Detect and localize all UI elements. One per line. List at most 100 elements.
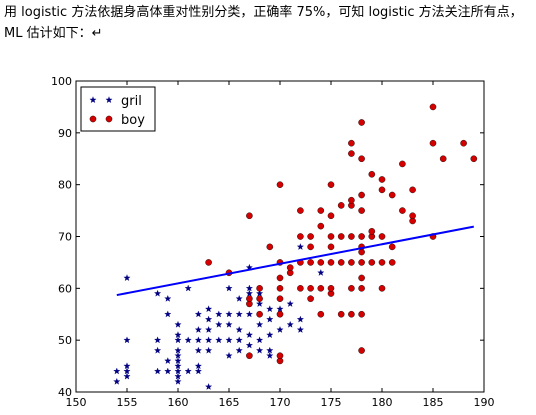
gril-point bbox=[276, 326, 284, 333]
y-tick-label: 90 bbox=[58, 127, 72, 140]
boy-point bbox=[307, 243, 314, 251]
gril-point bbox=[174, 362, 182, 370]
boy-point bbox=[378, 176, 386, 183]
boy-point bbox=[399, 160, 406, 168]
y-tick-label: 100 bbox=[51, 75, 72, 88]
boy-point bbox=[388, 243, 396, 251]
gril-point bbox=[174, 331, 182, 338]
boy-point bbox=[246, 352, 253, 360]
boy-point bbox=[317, 285, 325, 292]
boy-point bbox=[348, 285, 355, 292]
gril-point bbox=[184, 367, 192, 375]
legend: gril boy bbox=[80, 86, 156, 132]
gril-point bbox=[286, 300, 294, 307]
gril-point bbox=[123, 362, 131, 370]
x-tick-label: 160 bbox=[168, 396, 189, 409]
boy-point bbox=[470, 155, 478, 163]
boy-point bbox=[337, 202, 345, 209]
gril-point bbox=[266, 315, 274, 323]
boy-point bbox=[348, 233, 355, 240]
gril-point bbox=[225, 336, 233, 344]
gril-point bbox=[235, 346, 243, 354]
boy-point bbox=[368, 170, 376, 178]
boy-point bbox=[368, 228, 376, 235]
boy-point bbox=[317, 207, 325, 214]
gril-point bbox=[266, 331, 274, 338]
boy-point bbox=[276, 295, 284, 303]
boy-point bbox=[307, 295, 314, 303]
boy-point bbox=[358, 233, 365, 240]
gril-point bbox=[154, 346, 162, 354]
boy-point bbox=[317, 222, 325, 230]
gril-point bbox=[205, 315, 213, 323]
boy-point bbox=[358, 310, 365, 318]
boy-point bbox=[348, 150, 355, 157]
gril-point bbox=[123, 367, 131, 375]
gril-point bbox=[205, 383, 213, 390]
boy-point bbox=[378, 233, 386, 240]
boy-point bbox=[358, 259, 365, 266]
gril-point bbox=[184, 284, 192, 292]
legend-box bbox=[80, 86, 156, 132]
x-tick-label: 170 bbox=[270, 396, 291, 409]
boy-point bbox=[266, 243, 274, 251]
axis-ticks: 150 155 160 165 170 175 180 185 190 40 50 60 70 80 90 1… bbox=[51, 75, 495, 409]
gril-point bbox=[174, 346, 182, 354]
y-tick-label: 60 bbox=[58, 282, 72, 295]
gril-point bbox=[245, 341, 253, 349]
legend-marker-boy bbox=[89, 115, 97, 123]
boy-point bbox=[378, 259, 386, 266]
boy-point bbox=[327, 259, 335, 266]
boy-point bbox=[358, 155, 365, 163]
gril-point bbox=[154, 367, 162, 375]
plot-area bbox=[75, 80, 485, 393]
document-text: 用 logistic 方法依据身高体重对性别分类，正确率 75%，可知 logi… bbox=[4, 2, 534, 44]
boy-point bbox=[429, 103, 437, 111]
boy-point bbox=[327, 285, 335, 292]
legend-marker-gril bbox=[105, 96, 113, 104]
gril-point bbox=[174, 320, 182, 328]
boy-point bbox=[460, 139, 467, 147]
gril-point bbox=[123, 372, 131, 380]
gril-point bbox=[205, 336, 213, 344]
gril-point bbox=[266, 351, 274, 359]
gril-point bbox=[245, 310, 253, 318]
boy-point bbox=[358, 207, 365, 214]
x-tick-label: 185 bbox=[423, 396, 444, 409]
gril-point bbox=[256, 289, 264, 297]
gril-point bbox=[194, 362, 202, 370]
boy-point bbox=[358, 191, 365, 199]
boy-point bbox=[276, 352, 284, 360]
boy-point bbox=[276, 285, 284, 292]
boy-point bbox=[409, 186, 416, 194]
gril-point bbox=[225, 351, 233, 359]
boy-point bbox=[256, 295, 263, 303]
gril-point bbox=[205, 346, 213, 354]
gril-point bbox=[194, 326, 202, 333]
boy-point bbox=[317, 310, 325, 318]
boy-point bbox=[246, 212, 253, 220]
gril-point bbox=[174, 336, 182, 344]
legend-label-gril: gril bbox=[121, 94, 142, 109]
boy-point bbox=[337, 259, 345, 266]
document-line-1: 用 logistic 方法依据身高体重对性别分类，正确率 75%，可知 logi… bbox=[4, 5, 523, 20]
gril-point bbox=[164, 294, 172, 302]
gril-point bbox=[266, 346, 274, 354]
boy-point bbox=[327, 181, 335, 188]
boy-point bbox=[429, 139, 437, 147]
gril-point bbox=[174, 351, 182, 359]
gril-point bbox=[154, 336, 162, 344]
gril-point bbox=[276, 305, 284, 313]
boy-point bbox=[307, 233, 314, 240]
gril-point bbox=[225, 320, 233, 328]
gril-point bbox=[174, 357, 182, 364]
x-tick-label: 165 bbox=[219, 396, 240, 409]
gril-point bbox=[194, 346, 202, 354]
boy-point bbox=[327, 233, 335, 240]
boy-point bbox=[358, 347, 365, 354]
gril-point bbox=[256, 346, 264, 354]
x-tick-label: 150 bbox=[66, 396, 87, 409]
legend-marker-boy bbox=[105, 115, 113, 123]
gril-point bbox=[235, 326, 243, 333]
